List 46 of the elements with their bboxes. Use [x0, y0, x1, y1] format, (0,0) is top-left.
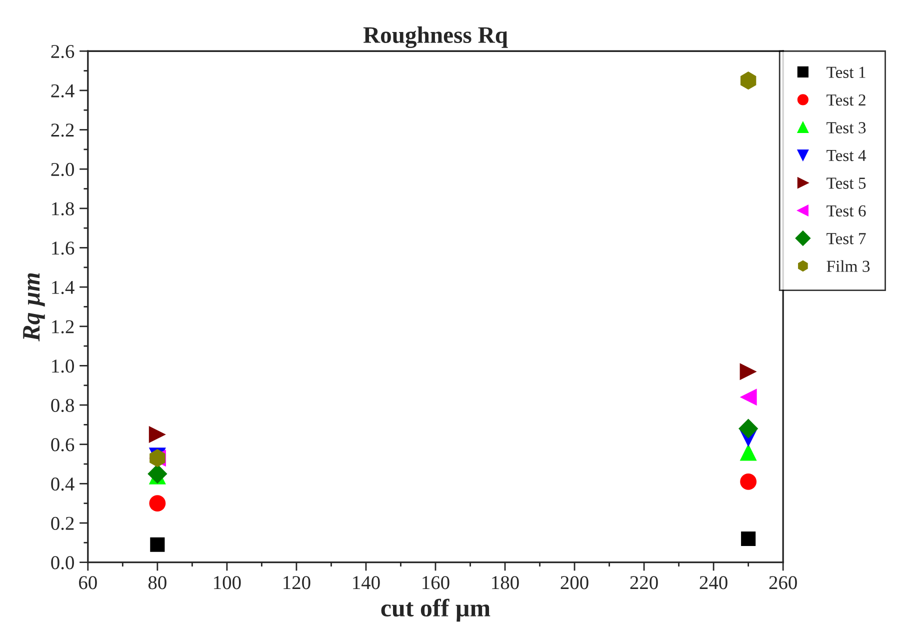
x-tick-label: 260: [769, 576, 797, 590]
x-tick-label: 220: [630, 576, 658, 590]
y-tick-label: 0.8: [51, 398, 74, 412]
legend-label: Film 3: [826, 260, 870, 272]
legend-label: Test 5: [826, 178, 866, 189]
y-tick-label: 2.4: [51, 84, 74, 98]
legend-label: Test 4: [826, 150, 866, 162]
y-tick-label: 1.2: [52, 320, 74, 334]
y-tick-label: 2.0: [51, 162, 74, 176]
x-tick-label: 160: [422, 576, 450, 590]
chart-title: Roughness Rq: [363, 26, 508, 48]
x-tick-label: 120: [284, 576, 310, 590]
legend-label: Test 1: [826, 66, 866, 78]
y-tick-label: 0.2: [51, 516, 74, 530]
legend-label: Test 3: [826, 122, 866, 134]
y-tick-label: 1.8: [52, 202, 74, 216]
y-tick-label: 1.6: [52, 242, 74, 255]
point: [741, 531, 756, 546]
point: [148, 426, 166, 444]
y-tick-label: 1.0: [52, 360, 74, 373]
point: [740, 444, 757, 461]
y-tick-label: 0.6: [51, 438, 74, 452]
y-tick-label: 2.2: [51, 124, 74, 137]
point: [738, 418, 758, 438]
y-tick-label: 0.4: [51, 477, 74, 491]
x-tick-label: 180: [492, 576, 519, 590]
x-axis-title: cut off µm: [381, 598, 490, 622]
legend-label: Test 6: [826, 205, 866, 217]
legend-label: Test 2: [826, 94, 866, 106]
point: [740, 388, 757, 406]
y-axis-title: Rq µm: [23, 273, 45, 342]
y-tick-label: 0.0: [51, 556, 74, 570]
x-tick-label: 200: [560, 576, 588, 590]
x-tick-label: 60: [79, 576, 97, 590]
point: [740, 473, 757, 490]
x-tick-label: 100: [214, 576, 241, 590]
point: [149, 495, 166, 512]
legend-label: Test 7: [826, 233, 866, 244]
point: [150, 537, 165, 552]
x-tick-label: 80: [148, 576, 166, 590]
x-tick-label: 140: [353, 576, 380, 590]
point: [740, 72, 756, 90]
point: [740, 363, 757, 380]
x-tick-label: 240: [700, 576, 728, 590]
y-tick-label: 1.4: [52, 280, 74, 294]
y-tick-label: 2.6: [51, 44, 74, 58]
